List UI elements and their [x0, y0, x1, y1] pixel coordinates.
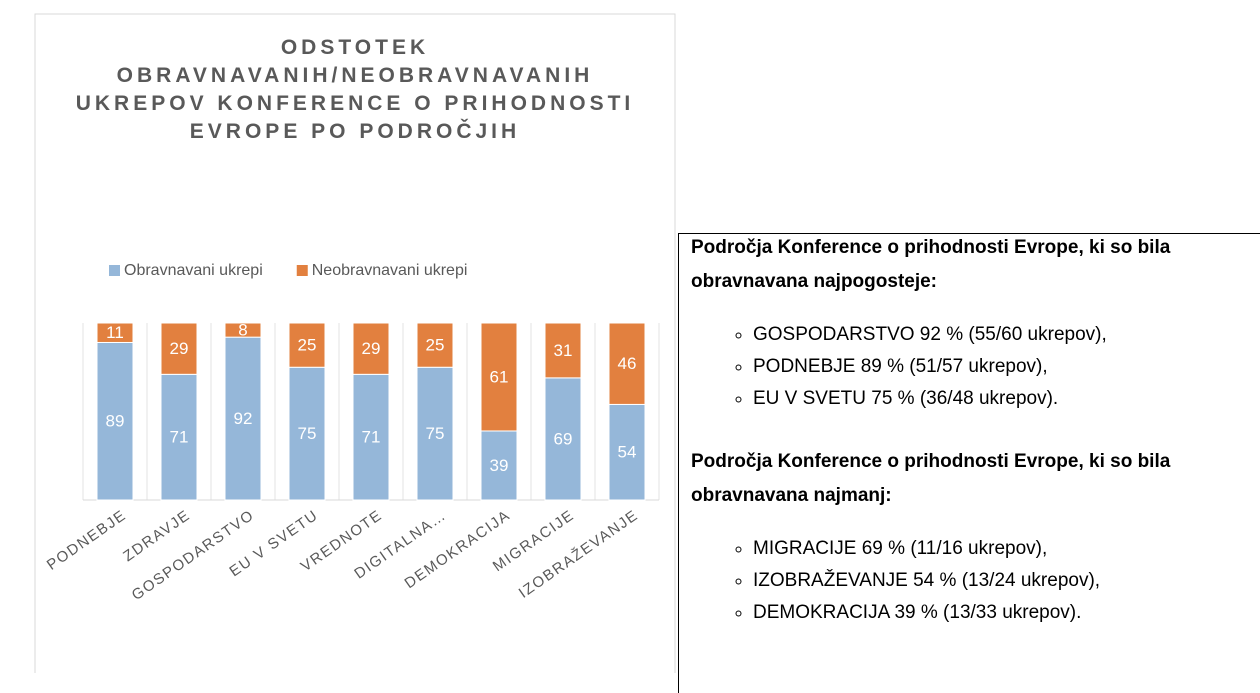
data-label: 71	[170, 428, 189, 447]
list-item: EU V SVETU 75 % (36/48 ukrepov).	[753, 383, 1063, 415]
bar-segment	[608, 403, 646, 501]
bar-segment	[224, 322, 262, 338]
chart-title: ODSTOTEK OBRAVNAVANIH/NEOBRAVNAVANIH UKR…	[75, 36, 635, 143]
bar-segment	[416, 322, 454, 368]
bar-segment	[96, 322, 134, 343]
list-item: IZOBRAŽEVANJE 54 % (13/24 ukrepov),	[753, 565, 1260, 597]
bar-segment	[544, 322, 582, 379]
page: Obravnavani ukrepi Neobravnavani ukrepi 89…	[0, 0, 1260, 673]
bar-segment	[160, 322, 198, 375]
list: GOSPODARSTVO 92 % (55/60 ukrepov), PODNE…	[691, 319, 1260, 415]
data-label: 31	[554, 341, 573, 360]
bar-segment	[544, 377, 582, 501]
data-label: 61	[490, 367, 509, 386]
data-label: 69	[554, 429, 573, 448]
list-item: PODNEBJE 89 % (51/57 ukrepov),	[753, 351, 1260, 383]
bar-segment	[224, 336, 262, 501]
list: MIGRACIJE 69 % (11/16 ukrepov), IZOBRAŽE…	[691, 533, 1260, 629]
legend-label: Obravnavani ukrepi	[124, 262, 263, 279]
data-label: 25	[298, 336, 317, 355]
data-label: 46	[618, 354, 637, 373]
chart: Obravnavani ukrepi Neobravnavani ukrepi89…	[34, 13, 676, 673]
bar-segment	[416, 366, 454, 501]
legend-swatch	[296, 265, 308, 276]
data-label: 29	[170, 339, 189, 358]
data-label: 8	[238, 321, 247, 340]
heading: Področja Konference o prihodnosti Evrope…	[691, 237, 1171, 292]
bar-segment	[608, 322, 646, 405]
data-label: 25	[426, 336, 445, 355]
data-label: 75	[298, 424, 317, 443]
data-label: 89	[106, 412, 125, 431]
data-label: 71	[362, 428, 381, 447]
list-item: MIGRACIJE 69 % (11/16 ukrepov),	[753, 533, 1260, 565]
data-label: 39	[490, 456, 509, 475]
bar-segment	[480, 322, 518, 432]
data-label: 54	[618, 443, 637, 462]
bar-segment	[352, 373, 390, 501]
list-item: GOSPODARSTVO 92 % (55/60 ukrepov),	[753, 319, 1260, 351]
legend-label: Neobravnavani ukrepi	[312, 262, 468, 279]
heading: Področja Konference o prihodnosti Evrope…	[691, 451, 1171, 506]
data-label: 29	[362, 339, 381, 358]
bar-segment	[352, 322, 390, 375]
bar-segment	[288, 322, 326, 368]
text-box: Področja Konference o prihodnosti Evrope…	[678, 233, 1260, 693]
list-item: DEMOKRACIJA 39 % (13/33 ukrepov).	[753, 597, 1260, 629]
legend-swatch	[109, 265, 120, 276]
bar-segment	[288, 366, 326, 501]
data-label: 11	[106, 323, 124, 342]
data-label: 92	[234, 409, 253, 428]
data-label: 75	[426, 424, 445, 443]
